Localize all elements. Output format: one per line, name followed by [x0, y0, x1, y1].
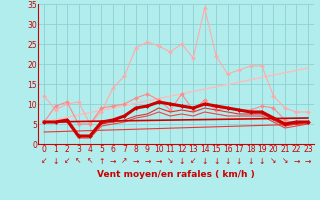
X-axis label: Vent moyen/en rafales ( km/h ): Vent moyen/en rafales ( km/h )	[97, 170, 255, 179]
Text: →: →	[156, 156, 162, 165]
Text: ↓: ↓	[236, 156, 242, 165]
Text: ↘: ↘	[270, 156, 277, 165]
Text: ↙: ↙	[190, 156, 196, 165]
Text: ↓: ↓	[213, 156, 219, 165]
Text: ↗: ↗	[121, 156, 128, 165]
Text: ↘: ↘	[167, 156, 173, 165]
Text: →: →	[305, 156, 311, 165]
Text: ↓: ↓	[52, 156, 59, 165]
Text: ↖: ↖	[75, 156, 82, 165]
Text: ↑: ↑	[98, 156, 105, 165]
Text: ↙: ↙	[64, 156, 70, 165]
Text: →: →	[110, 156, 116, 165]
Text: →: →	[144, 156, 150, 165]
Text: ↙: ↙	[41, 156, 47, 165]
Text: ↓: ↓	[224, 156, 231, 165]
Text: ↓: ↓	[259, 156, 265, 165]
Text: ↓: ↓	[179, 156, 185, 165]
Text: ↓: ↓	[202, 156, 208, 165]
Text: →: →	[133, 156, 139, 165]
Text: ↘: ↘	[282, 156, 288, 165]
Text: ↖: ↖	[87, 156, 93, 165]
Text: →: →	[293, 156, 300, 165]
Text: ↓: ↓	[247, 156, 254, 165]
